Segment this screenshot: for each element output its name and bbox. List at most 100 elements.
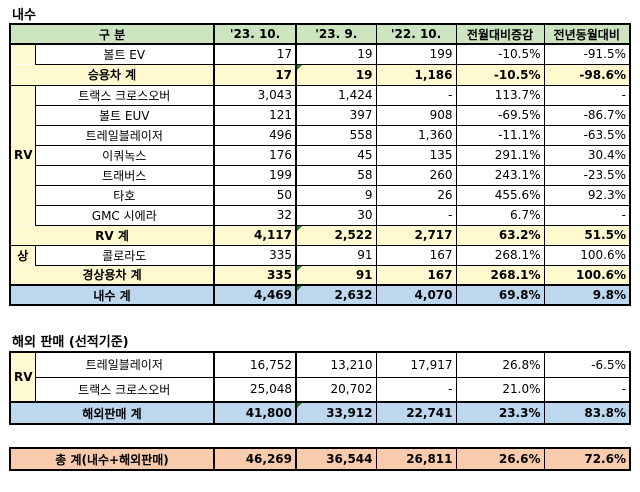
model-name[interactable]: 이쿼녹스 [34,144,215,166]
value-cell[interactable]: 9.8% [543,284,632,306]
value-cell[interactable]: 176 [213,144,297,166]
value-cell[interactable]: 13,210 [295,351,377,378]
value-cell[interactable]: 2,522 [295,224,377,246]
value-cell[interactable]: 41,800 [213,401,297,425]
model-name[interactable]: 볼트 EUV [34,104,215,126]
header-col-mom-change[interactable]: 전월대비증감 [455,23,545,45]
header-col-2023-09[interactable]: '23. 9. [295,23,377,45]
value-cell[interactable]: - [375,84,457,106]
model-name[interactable]: 타호 [34,184,215,206]
value-cell[interactable]: 121 [213,104,297,126]
value-cell[interactable]: 100.6% [543,264,632,286]
value-cell[interactable]: 91 [295,244,377,266]
value-cell[interactable]: 335 [213,244,297,266]
header-category[interactable]: 구 분 [8,23,215,45]
value-cell[interactable]: 2,717 [375,224,457,246]
grand-total-label[interactable]: 총 계(내수+해외판매) [9,447,215,471]
value-cell[interactable]: 58 [295,164,377,186]
value-cell[interactable]: 9 [295,184,377,206]
subtotal-label[interactable]: RV 계 [8,225,215,246]
total-label[interactable]: 해외판매 계 [9,401,215,425]
header-col-2022-10[interactable]: '22. 10. [375,23,457,45]
model-name[interactable]: 콜로라도 [34,244,215,266]
total-label[interactable]: 내수 계 [8,284,215,306]
model-name[interactable]: GMC 시에라 [34,204,215,226]
value-cell[interactable]: - [375,376,457,403]
value-cell[interactable]: 1,186 [375,63,457,86]
value-cell[interactable]: -23.5% [543,164,632,186]
value-cell[interactable]: 69.8% [455,284,545,306]
value-cell[interactable]: - [543,204,632,226]
value-cell[interactable]: 17 [213,43,297,65]
value-cell[interactable]: 4,117 [213,224,297,246]
value-cell[interactable]: 135 [375,144,457,166]
value-cell[interactable]: 19 [295,43,377,65]
value-cell[interactable]: 335 [213,264,297,286]
value-cell[interactable]: 16,752 [213,351,297,378]
value-cell[interactable]: 92.3% [543,184,632,206]
value-cell[interactable]: 291.1% [455,144,545,166]
value-cell[interactable]: 45 [295,144,377,166]
value-cell[interactable]: 17,917 [375,351,457,378]
model-name[interactable]: 트랙스 크로스오버 [34,376,215,403]
value-cell[interactable]: 1,424 [295,84,377,106]
value-cell[interactable]: -63.5% [543,124,632,146]
value-cell[interactable]: 25,048 [213,376,297,403]
value-cell[interactable]: -86.7% [543,104,632,126]
value-cell[interactable]: 167 [375,244,457,266]
value-cell[interactable]: 21.0% [455,376,545,403]
value-cell[interactable]: 3,043 [213,84,297,106]
model-name[interactable]: 트레일블레이저 [34,351,215,378]
value-cell[interactable]: 1,360 [375,124,457,146]
value-cell[interactable]: 4,070 [375,284,457,306]
value-cell[interactable]: -69.5% [455,104,545,126]
value-cell[interactable]: - [375,204,457,226]
model-name[interactable]: 트레일블레이저 [34,124,215,146]
value-cell[interactable]: -10.5% [455,43,545,65]
value-cell[interactable]: 199 [375,43,457,65]
value-cell[interactable]: 63.2% [455,224,545,246]
value-cell[interactable]: 6.7% [455,204,545,226]
subtotal-label[interactable]: 경상용차 계 [8,265,215,286]
value-cell[interactable]: - [543,376,631,403]
value-cell[interactable]: 91 [295,264,377,286]
value-cell[interactable]: 113.7% [455,84,545,106]
value-cell[interactable]: 558 [295,124,377,146]
value-cell[interactable]: -6.5% [543,351,631,378]
subtotal-label[interactable]: 승용차 계 [8,64,215,86]
value-cell[interactable]: 26,811 [375,447,457,471]
value-cell[interactable]: 455.6% [455,184,545,206]
value-cell[interactable]: 20,702 [295,376,377,403]
value-cell[interactable]: 36,544 [295,447,377,471]
value-cell[interactable]: 268.1% [455,244,545,266]
value-cell[interactable]: 33,912 [295,401,377,425]
value-cell[interactable]: 51.5% [543,224,632,246]
value-cell[interactable]: 46,269 [213,447,297,471]
value-cell[interactable]: 30.4% [543,144,632,166]
header-col-2023-10[interactable]: '23. 10. [213,23,297,45]
value-cell[interactable]: 243.1% [455,164,545,186]
value-cell[interactable]: -91.5% [543,43,632,65]
value-cell[interactable]: -11.1% [455,124,545,146]
value-cell[interactable]: 260 [375,164,457,186]
value-cell[interactable]: 83.8% [543,401,631,425]
value-cell[interactable]: 32 [213,204,297,226]
value-cell[interactable]: 908 [375,104,457,126]
model-name[interactable]: 트랙스 크로스오버 [34,84,215,106]
value-cell[interactable]: 19 [295,63,377,86]
value-cell[interactable]: 2,632 [295,284,377,306]
value-cell[interactable]: 397 [295,104,377,126]
value-cell[interactable]: 26 [375,184,457,206]
value-cell[interactable]: 496 [213,124,297,146]
value-cell[interactable]: 30 [295,204,377,226]
model-name[interactable]: 트래버스 [34,164,215,186]
value-cell[interactable]: 17 [213,63,297,86]
value-cell[interactable]: - [543,84,632,106]
value-cell[interactable]: 100.6% [543,244,632,266]
value-cell[interactable]: 72.6% [543,447,631,471]
value-cell[interactable]: 23.3% [455,401,545,425]
model-name[interactable]: 볼트 EV [34,43,215,65]
value-cell[interactable]: 50 [213,184,297,206]
value-cell[interactable]: 199 [213,164,297,186]
value-cell[interactable]: 4,469 [213,284,297,306]
